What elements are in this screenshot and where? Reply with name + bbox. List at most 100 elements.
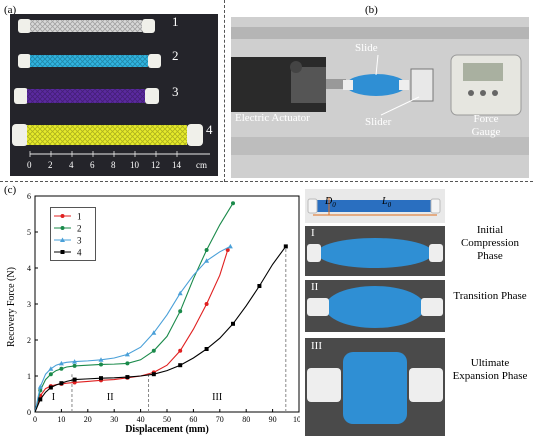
y-tick-label: 4 xyxy=(27,264,31,273)
ruler-tick-14: 14 xyxy=(172,160,181,170)
phase-II-name: Transition Phase xyxy=(453,290,527,302)
samples-photo xyxy=(10,14,218,176)
dimension-D-subscript: 0 xyxy=(332,201,336,209)
region-label-II: II xyxy=(107,392,114,403)
series-2 xyxy=(34,201,235,413)
data-point xyxy=(151,372,156,377)
data-point xyxy=(48,385,53,390)
ruler-tick-12: 12 xyxy=(151,160,160,170)
x-tick-label: 70 xyxy=(216,415,224,424)
panel-divider-vertical xyxy=(224,0,225,182)
data-point xyxy=(178,363,183,368)
phase-III-numeral: III xyxy=(311,340,322,352)
data-point xyxy=(177,290,183,296)
sample-1-cap-left xyxy=(18,19,31,33)
data-point xyxy=(59,366,64,371)
data-point xyxy=(72,359,78,364)
phase-III-illustration xyxy=(305,338,445,436)
phase-III-name: Ultimate Expansion Phase xyxy=(452,357,528,382)
phase-II-numeral: II xyxy=(311,281,319,293)
y-tick-label: 5 xyxy=(27,228,31,237)
panel-a-label: (a) xyxy=(4,4,17,16)
ruler-tick-6: 6 xyxy=(90,160,95,170)
series-line-3 xyxy=(34,245,231,413)
data-point xyxy=(204,347,209,351)
region-label-I: I xyxy=(52,392,55,403)
label-force-gauge: Force Gauge xyxy=(471,113,501,138)
dimension-L-subscript: 0 xyxy=(387,201,392,209)
data-point xyxy=(178,348,183,353)
dimension-D0: D0 xyxy=(325,196,336,209)
ruler-tick-8: 8 xyxy=(111,160,116,170)
x-tick-label: 0 xyxy=(33,415,37,424)
data-point xyxy=(72,363,77,368)
phase-III-photo xyxy=(305,338,445,436)
phase-I-name: Initial Compression Phase xyxy=(460,224,520,262)
data-point xyxy=(125,375,130,380)
data-point xyxy=(225,248,230,252)
data-point xyxy=(72,377,77,382)
ruler-tick-0: 0 xyxy=(27,160,32,170)
x-tick-label: 30 xyxy=(110,415,118,424)
y-tick-label: 1 xyxy=(27,372,31,381)
data-point xyxy=(283,244,288,249)
phase-I-numeral: I xyxy=(311,227,315,239)
panel-b-label: (b) xyxy=(365,4,378,16)
data-point xyxy=(48,372,53,377)
data-point xyxy=(257,284,262,288)
x-tick-label: 90 xyxy=(269,415,277,424)
test-rig-illustration xyxy=(231,17,529,178)
phase-II-photo xyxy=(305,280,445,332)
data-point xyxy=(178,309,183,314)
x-tick-label: 40 xyxy=(137,415,145,424)
data-point xyxy=(99,362,103,367)
data-point xyxy=(60,226,65,230)
x-tick-label: 100 xyxy=(293,415,300,424)
phase-I-photo xyxy=(305,226,445,276)
data-point xyxy=(58,360,64,366)
series-1 xyxy=(34,248,230,413)
data-point xyxy=(59,381,64,386)
initial-sample-photo xyxy=(305,189,445,223)
label-electric-actuator: Electric Actuator xyxy=(235,112,310,124)
y-axis-label: Recovery Force (N) xyxy=(6,267,17,347)
data-point xyxy=(204,302,209,306)
panel-c-label: (c) xyxy=(4,184,17,196)
test-rig-photo xyxy=(231,17,529,178)
legend-entries: 1 2 3 4 xyxy=(54,212,82,258)
sample-number-1: 1 xyxy=(172,14,179,29)
recovery-force-chart: 01020304050607080901000123456IIIIII Reco… xyxy=(6,192,300,435)
x-tick-label: 10 xyxy=(57,415,65,424)
label-slider: Slider xyxy=(365,116,392,128)
legend-label-4: 4 xyxy=(77,248,82,258)
series-3 xyxy=(34,243,233,413)
panel-divider-horizontal xyxy=(0,181,533,182)
data-point xyxy=(37,384,43,389)
series-4 xyxy=(34,244,288,413)
ruler-tick-4: 4 xyxy=(69,160,74,170)
slide-sample xyxy=(346,74,406,96)
series-line-4 xyxy=(34,246,287,413)
x-tick-label: 50 xyxy=(163,415,171,424)
y-tick-label: 0 xyxy=(27,408,31,417)
y-tick-label: 6 xyxy=(27,192,31,201)
data-point xyxy=(98,357,104,362)
data-point xyxy=(60,214,65,218)
label-slide: Slide xyxy=(355,42,378,54)
slider-block xyxy=(410,68,434,102)
legend-label-2: 2 xyxy=(77,224,82,234)
legend-label-1: 1 xyxy=(77,212,82,222)
data-point xyxy=(125,361,130,366)
initial-sample-illustration xyxy=(307,197,441,216)
sample-number-3: 3 xyxy=(172,84,179,99)
sample-number-4: 4 xyxy=(206,122,213,137)
x-axis-label: Displacement (mm) xyxy=(125,424,209,435)
region-label-III: III xyxy=(212,392,222,403)
legend-label-3: 3 xyxy=(77,236,82,246)
ruler-tick-2: 2 xyxy=(48,160,53,170)
sample-number-2: 2 xyxy=(172,48,179,63)
series-line-1 xyxy=(34,249,229,413)
dimension-L0: L0 xyxy=(382,196,391,209)
data-point xyxy=(151,330,157,335)
data-point xyxy=(204,248,209,252)
